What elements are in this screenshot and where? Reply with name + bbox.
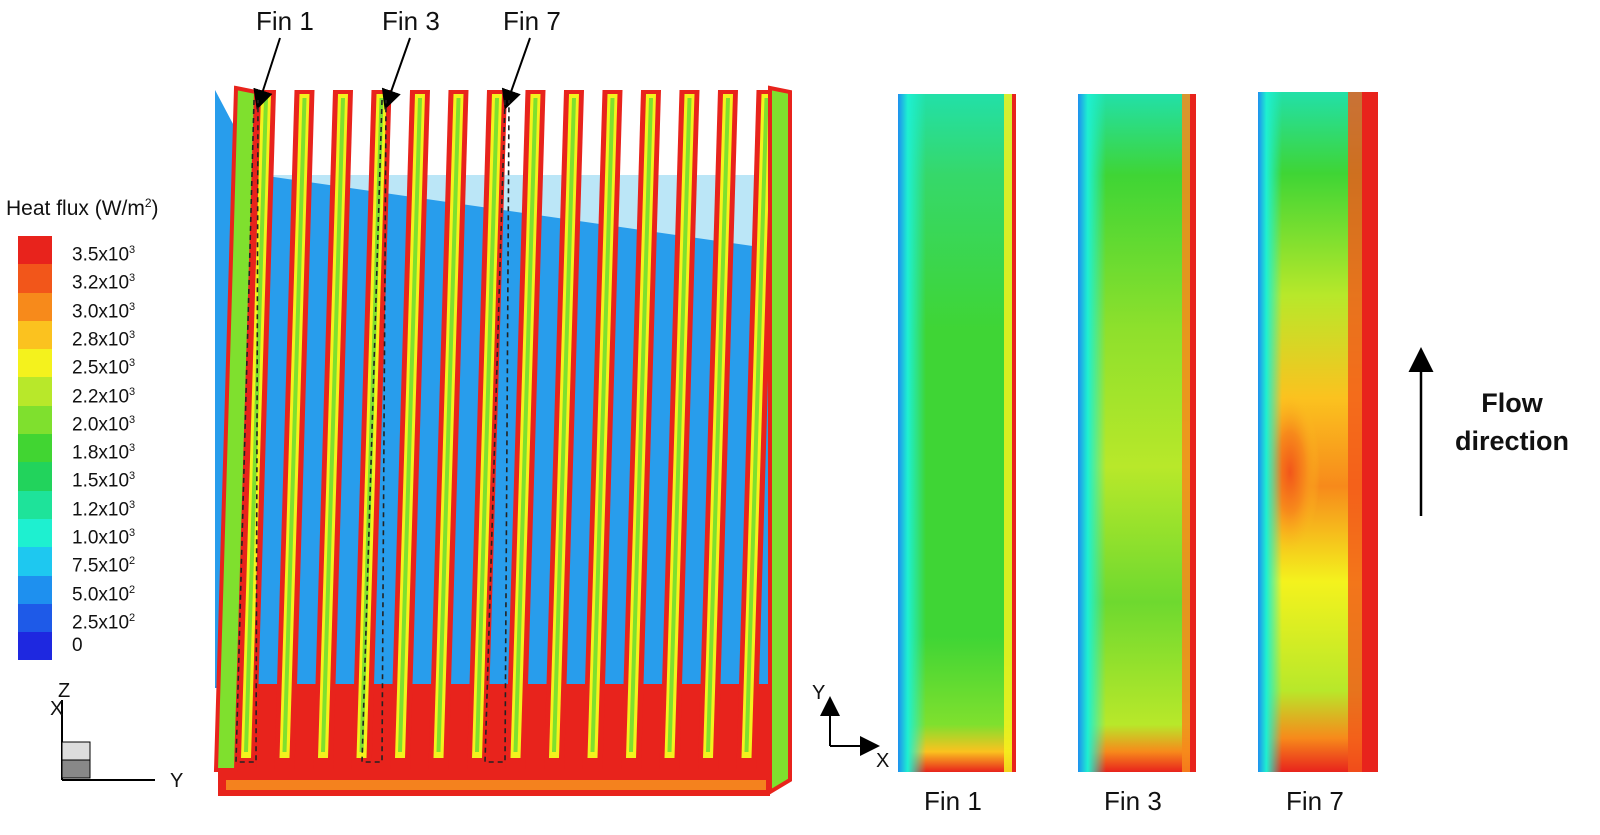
fin-core: [706, 98, 730, 752]
fin-core: [282, 98, 307, 752]
legend-label: 2.5x103: [72, 357, 136, 379]
flow-direction-label: Flow direction: [1432, 384, 1592, 460]
legend-label: 0: [72, 635, 83, 657]
fin-root-band: [292, 684, 315, 694]
right-axis-y-label: Y: [812, 682, 826, 704]
legend-title: Heat flux (W/m2): [6, 196, 159, 220]
callout-fin-3: Fin 3: [382, 6, 440, 36]
fin-root-band: [331, 684, 354, 694]
legend-swatch: [18, 547, 52, 576]
legend-label: 1.5x103: [72, 470, 136, 492]
right-axis-triad: [820, 696, 880, 756]
legend-label: 3.5x103: [72, 244, 136, 266]
fin-core: [513, 98, 538, 752]
legend-label: 1.8x103: [72, 442, 136, 464]
legend-swatch: [18, 236, 52, 265]
legend-color-bar: [18, 236, 52, 661]
right-axis-x-label: X: [876, 750, 890, 772]
fin-root-band: [369, 684, 392, 694]
legend-swatch: [18, 603, 52, 633]
left-axis-y-label: Y: [170, 770, 184, 792]
legend-swatch: [18, 490, 52, 519]
legend-label: 1.0x103: [72, 527, 136, 549]
fin-core: [244, 98, 268, 752]
panel-label-fin-7: Fin 7: [1286, 786, 1344, 816]
fin-root-band: [639, 684, 662, 694]
fin7-contour: [1258, 92, 1378, 772]
fin-root-band: [600, 684, 623, 694]
fin-root-band: [523, 684, 546, 694]
left-axis-triad: [61, 700, 155, 781]
legend-label: 5.0x102: [72, 583, 136, 605]
legend-swatch: [18, 349, 52, 378]
panel-label-fin-3: Fin 3: [1104, 786, 1162, 816]
callout-fin-7: Fin 7: [503, 6, 561, 36]
fin1-contour: [898, 94, 1016, 772]
legend-label: 2.8x103: [72, 328, 136, 351]
heat-sink-fins: [213, 85, 777, 772]
legend-label: 2.5x102: [72, 611, 136, 634]
fin-core: [475, 98, 499, 752]
legend-swatch: [18, 632, 52, 661]
fin-core: [398, 98, 422, 752]
fin-root-band: [562, 684, 585, 694]
fin-core: [667, 98, 692, 752]
fin-core: [552, 98, 576, 752]
fin-core: [321, 98, 345, 752]
fin-root-band: [446, 684, 469, 694]
legend-swatch: [18, 575, 52, 604]
legend-swatch: [18, 518, 52, 548]
fin-root-band: [485, 684, 508, 694]
heat-sink-base: [218, 684, 770, 796]
fin-root-band: [677, 684, 700, 694]
legend-swatch: [18, 264, 52, 293]
panel-label-fin-1: Fin 1: [924, 786, 982, 816]
legend-swatch: [18, 292, 52, 321]
left-side-wall: [213, 85, 259, 772]
fin7-callout-arrow: [501, 37, 531, 110]
legend-label: 3.0x103: [72, 300, 136, 322]
legend-swatch: [18, 320, 52, 350]
fin-core: [629, 98, 653, 752]
heat-sink-view: [213, 85, 792, 796]
fin-core: [590, 98, 615, 752]
fin-contour-panels: [898, 92, 1378, 772]
flow-label-line2: direction: [1454, 426, 1569, 456]
left-axis-x-label: X: [50, 698, 64, 720]
fin1-callout-arrow: [253, 37, 281, 110]
fin3-contour: [1078, 94, 1196, 772]
legend-label: 2.0x103: [72, 413, 136, 436]
legend-label: 3.2x103: [72, 272, 136, 294]
callout-arrows: [253, 37, 531, 110]
legend-label: 2.2x103: [72, 385, 136, 407]
legend-swatch: [18, 377, 52, 406]
legend-swatch: [18, 405, 52, 435]
left-axis-z-label: Z: [58, 680, 71, 702]
legend-swatch: [18, 462, 52, 491]
flow-label-line1: Flow: [1481, 388, 1543, 418]
callout-fin-1: Fin 1: [256, 6, 314, 36]
legend-label: 1.2x103: [72, 498, 136, 521]
legend-swatch: [18, 434, 52, 463]
fin-root-band: [254, 684, 277, 694]
fin-root-band: [408, 684, 431, 694]
fin-root-band: [716, 684, 739, 694]
fin3-callout-arrow: [381, 37, 411, 110]
fin-core: [744, 98, 769, 752]
fin-core: [436, 98, 461, 752]
legend-label: 7.5x102: [72, 555, 136, 577]
